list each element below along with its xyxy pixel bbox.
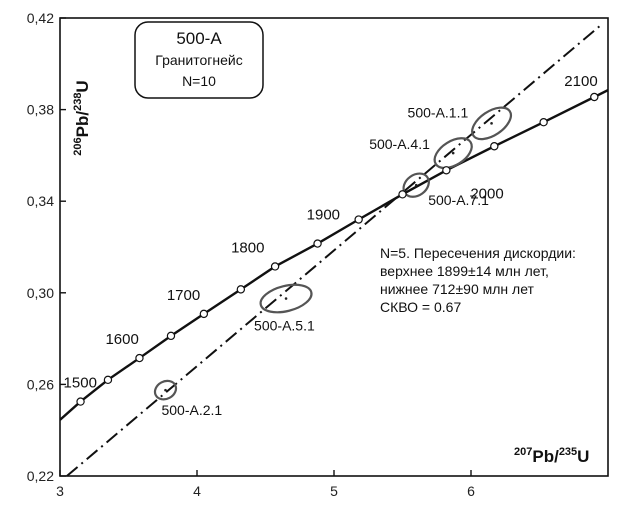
ellipse-center-dot [414,183,418,187]
x-tick-label: 6 [467,483,475,499]
y-tick-label: 0,22 [27,468,54,484]
concordia-point [313,239,322,248]
x-axis-label: 207Pb/235U [514,446,589,466]
spot-label: 500-A.4.1 [369,136,430,152]
y-axis-label: 206Pb/238U [72,80,92,155]
intercept-annotation: N=5. Пересечения дискордии: верхнее 1899… [380,245,576,315]
concordia-point [199,309,209,319]
spot-label: 500-A.5.1 [254,318,315,334]
spot-label: 500-A.2.1 [161,402,222,418]
y-tick-label: 0,38 [27,102,54,118]
annotation-line-2: верхнее 1899±14 млн лет, [380,263,549,279]
y-tick-label: 0,42 [27,10,54,26]
x-tick-label: 3 [56,483,64,499]
info-box-frame [134,21,264,99]
info-box-title: 500-А [176,29,222,48]
error-ellipse [153,379,178,401]
y-tick-label: 0,34 [27,193,54,209]
age-label: 2100 [564,73,597,90]
ellipse-center-dot [284,297,288,300]
age-label: 2000 [470,185,503,202]
y-tick-label: 0,30 [27,285,54,301]
concordia-point [490,142,499,151]
y-tick-label: 0,26 [27,376,54,392]
info-box: 500-А Гранитогнейс N=10 [134,21,264,99]
x-tick-label: 5 [330,483,338,499]
ellipse-center-dot [451,151,455,155]
concordia-point [398,190,407,199]
concordia-point [103,375,113,385]
age-label: 1600 [105,331,138,348]
spot-label: 500-A.1.1 [408,104,469,120]
info-box-rock: Гранитогнейс [155,52,242,68]
annotation-line-1: N=5. Пересечения дискордии: [380,245,576,261]
concordia-point [76,397,85,406]
ellipse-center-dot [490,122,493,125]
annotation-line-4: СКВО = 0.67 [380,299,461,315]
concordia-point [166,331,176,341]
error-ellipse [259,283,313,314]
info-box-count: N=10 [182,73,216,89]
x-tick-label: 4 [193,483,201,499]
age-label: 1500 [64,375,97,392]
concordia-point [442,166,451,175]
age-label: 1800 [231,239,264,256]
spot-label: 500-A.7.1 [428,192,489,208]
concordia-point [539,117,548,127]
concordia-point [135,353,144,363]
error-ellipse [433,137,473,170]
concordia-point [354,215,363,224]
age-label: 1900 [307,207,340,224]
concordia-point [270,262,280,271]
age-label: 1700 [167,287,200,304]
concordia-point [236,285,246,294]
discordia-line [66,24,602,476]
ellipse-center-dot [164,388,167,392]
concordia-curve [60,89,608,421]
error-ellipse [471,106,513,141]
concordia-point [590,92,599,102]
annotation-line-3: нижнее 712±90 млн лет [380,281,535,297]
